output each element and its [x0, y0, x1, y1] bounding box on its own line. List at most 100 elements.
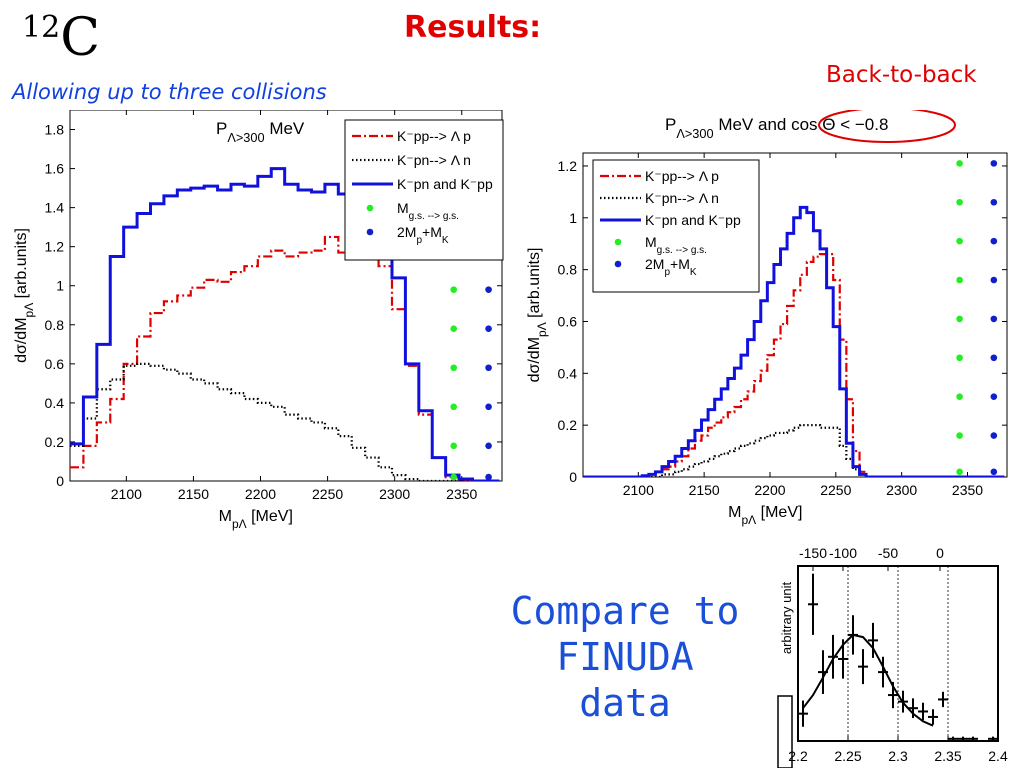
highlight-ellipse [818, 110, 956, 143]
y-tick-label: 0.6 [558, 313, 578, 329]
legend-label: 2Mp+MK [645, 256, 697, 278]
x-tick-label: 2150 [689, 482, 720, 498]
y-tick-label: 0.8 [558, 262, 578, 278]
legend-marker [614, 238, 622, 246]
marker-dot [990, 354, 998, 362]
chart-title: PΛ>300 MeV and cos Θ < −0.8 [665, 115, 888, 141]
legend-label: K⁻pn and K⁻pp [397, 176, 493, 192]
x-tick-label: 2.35 [934, 748, 961, 764]
y-tick-label: 1.8 [45, 122, 65, 138]
marker-dot [956, 276, 963, 284]
series-line [583, 424, 1005, 477]
top-tick-label: -100 [829, 545, 857, 561]
marker-dot [990, 198, 998, 206]
marker-dot [956, 393, 963, 400]
marker-dot [956, 432, 963, 439]
compare-line-3: data [579, 681, 671, 725]
marker-dot [450, 364, 458, 372]
y-tick-label: 0.2 [558, 417, 578, 433]
legend-marker [366, 204, 374, 212]
y-tick-label: 0 [56, 473, 64, 489]
y-axis-label: arbitrary unit [779, 581, 794, 654]
marker-dot [990, 393, 998, 400]
top-tick-label: -50 [878, 545, 898, 561]
y-tick-label: 0 [569, 469, 577, 485]
isotope-symbol: C [60, 8, 100, 68]
chart-left: PΛ>300 MeV 2100 2150 2200 2250 2300 2350 0 0.2 0.… [13, 110, 504, 531]
y-axis-label: dσ/dMpΛ [arb.units] [13, 228, 36, 363]
x-tick-label: 2.4 [988, 748, 1008, 764]
slide-subtitle: Allowing up to three collisions [12, 80, 327, 104]
marker-dot [990, 432, 998, 439]
y-tick-label: 0.2 [45, 434, 65, 450]
series-line [583, 205, 1005, 477]
chart-finuda: 2.2 2.25 2.3 2.35 2.4 -150 -100 -50 0 arbitrary u… [777, 545, 1008, 768]
back-to-back-label: Back-to-back [826, 62, 977, 88]
y-tick-label: 0.6 [45, 356, 65, 372]
x-tick-label: 2300 [379, 486, 410, 502]
y-tick-label: 0.4 [558, 365, 578, 381]
marker-dot [956, 237, 963, 245]
marker-dot [450, 442, 458, 450]
marker-dot [990, 237, 998, 245]
compare-line-2: FINUDA [556, 635, 694, 679]
y-tick-label: 1 [569, 210, 577, 226]
marker-dot [450, 473, 458, 481]
marker-dot [990, 468, 998, 476]
legend-label: K⁻pp--> Λ p [645, 168, 719, 184]
marker-dot [485, 286, 492, 293]
x-tick-label: 2300 [886, 482, 917, 498]
x-tick-label: 2100 [623, 482, 654, 498]
legend-label: K⁻pn and K⁻pp [645, 212, 741, 228]
chart-right: PΛ>300 MeV and cos Θ < −0.8 2100 2150 2200 2… [526, 110, 1008, 527]
marker-dot [485, 442, 492, 450]
x-tick-label: 2250 [312, 486, 343, 502]
legend-label: K⁻pn--> Λ n [397, 152, 471, 168]
x-tick-label: 2150 [178, 486, 209, 502]
series-line [70, 362, 500, 481]
x-tick-label: 2200 [754, 482, 785, 498]
chart-title: PΛ>300 MeV [216, 119, 305, 145]
legend-marker [366, 228, 374, 236]
x-tick-label: 2.2 [788, 748, 808, 764]
legend-box [592, 159, 760, 293]
y-tick-label: 0.8 [45, 317, 65, 333]
marker-dot [990, 276, 998, 284]
y-tick-label: 1.6 [45, 161, 65, 177]
marker-dot [450, 325, 458, 332]
marker-dot [450, 286, 458, 293]
marker-dot [956, 315, 963, 323]
marker-dot [990, 315, 998, 323]
legend-label: K⁻pn--> Λ n [645, 190, 719, 206]
y-tick-label: 0.4 [45, 395, 65, 411]
compare-finuda-text: Compare to FINUDA data [500, 588, 750, 726]
y-tick-label: 1.2 [558, 158, 578, 174]
y-tick-label: 1.4 [45, 200, 65, 216]
fit-curve [802, 633, 934, 727]
x-tick-label: 2250 [820, 482, 851, 498]
bracket-shape [777, 695, 793, 768]
x-tick-label: 2350 [446, 486, 477, 502]
legend-label: 2Mp+MK [397, 224, 449, 246]
marker-dot [485, 473, 492, 481]
marker-dot [956, 354, 963, 362]
top-tick-label: 0 [936, 545, 944, 561]
x-tick-label: 2350 [952, 482, 983, 498]
top-tick-label: -150 [799, 545, 827, 561]
marker-dot [485, 325, 492, 332]
x-axis-label: MpΛ [MeV] [728, 504, 802, 527]
x-tick-label: 2200 [245, 486, 276, 502]
marker-dot [956, 160, 963, 167]
marker-dot [956, 198, 963, 206]
y-axis-label: dσ/dMpΛ [arb.units] [526, 248, 549, 383]
isotope-label: 12C [22, 8, 100, 68]
x-tick-label: 2.3 [888, 748, 908, 764]
x-axis-label: MpΛ [MeV] [219, 508, 293, 531]
y-tick-label: 1 [56, 278, 64, 294]
legend-label: Mg.s. --> g.s. [397, 200, 459, 222]
legend-label: Mg.s. --> g.s. [645, 234, 707, 256]
compare-line-1: Compare to [510, 589, 740, 633]
marker-dot [485, 364, 492, 372]
x-tick-label: 2100 [111, 486, 142, 502]
x-tick-label: 2.25 [834, 748, 861, 764]
